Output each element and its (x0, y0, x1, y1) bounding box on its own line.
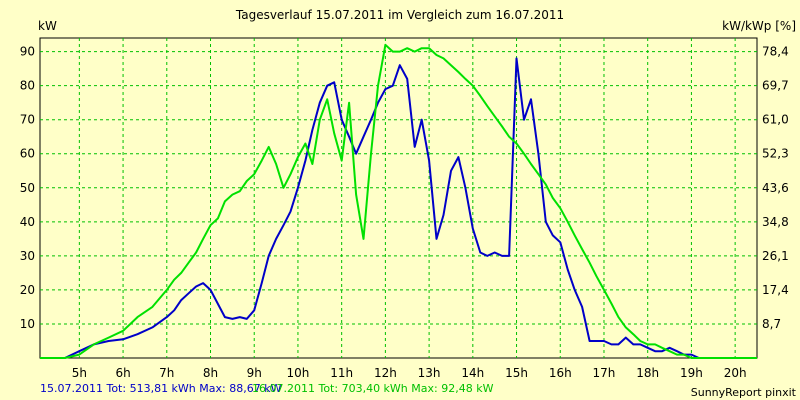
x-tick-label: 13h (418, 366, 441, 380)
y-tick-label-right: 61,0 (762, 113, 789, 127)
x-tick-label: 6h (115, 366, 130, 380)
series-lines (40, 43, 757, 359)
y-tick-label-left: 50 (20, 181, 35, 195)
y-tick-label-right: 52,3 (762, 147, 789, 161)
x-tick-label: 14h (461, 366, 484, 380)
grid-lines (40, 38, 757, 358)
y-tick-label-left: 10 (20, 317, 35, 331)
y-tick-label-right: 8,7 (762, 317, 781, 331)
y-axis-right-label: kW/kWp [%] (722, 19, 796, 33)
axis-ticks: 5h 6h 7h 8h 9h 10h 11h 12h 13h 14h 15h 16h 17h 18h 19h… (20, 45, 789, 380)
legend-series2-summary: 16.07.2011 Tot: 703,40 kWh Max: 92,48 kW (252, 382, 494, 395)
brand-label: SunnyReport pinxit (691, 386, 797, 399)
x-tick-label: 11h (330, 366, 353, 380)
x-tick-label: 8h (203, 366, 218, 380)
y-tick-label-left: 60 (20, 147, 35, 161)
y-tick-label-right: 43,6 (762, 181, 789, 195)
y-tick-label-left: 90 (20, 45, 35, 59)
x-tick-label: 9h (247, 366, 262, 380)
legend-series1-summary: 15.07.2011 Tot: 513,81 kWh Max: 88,67 kW (40, 382, 282, 395)
y-tick-label-left: 80 (20, 79, 35, 93)
y-tick-label-right: 17,4 (762, 283, 789, 297)
y-tick-label-right: 78,4 (762, 45, 789, 59)
x-tick-label: 7h (159, 366, 174, 380)
series-line-1 (40, 57, 757, 359)
x-tick-label: 19h (680, 366, 703, 380)
y-tick-label-left: 20 (20, 283, 35, 297)
x-tick-label: 10h (287, 366, 310, 380)
x-tick-label: 20h (724, 366, 747, 380)
y-tick-label-left: 70 (20, 113, 35, 127)
y-axis-left-label: kW (38, 19, 57, 33)
plot-frame (39, 37, 758, 359)
y-tick-label-right: 34,8 (762, 215, 789, 229)
x-tick-label: 15h (505, 366, 528, 380)
y-tick-label-left: 30 (20, 249, 35, 263)
x-tick-label: 18h (636, 366, 659, 380)
y-tick-label-right: 69,7 (762, 79, 789, 93)
x-tick-label: 12h (374, 366, 397, 380)
chart-title: Tagesverlauf 15.07.2011 im Vergleich zum… (235, 8, 564, 22)
x-tick-label: 16h (549, 366, 572, 380)
x-tick-label: 17h (593, 366, 616, 380)
series-line-2 (40, 43, 757, 359)
x-tick-label: 5h (72, 366, 87, 380)
y-tick-label-left: 40 (20, 215, 35, 229)
y-tick-label-right: 26,1 (762, 249, 789, 263)
